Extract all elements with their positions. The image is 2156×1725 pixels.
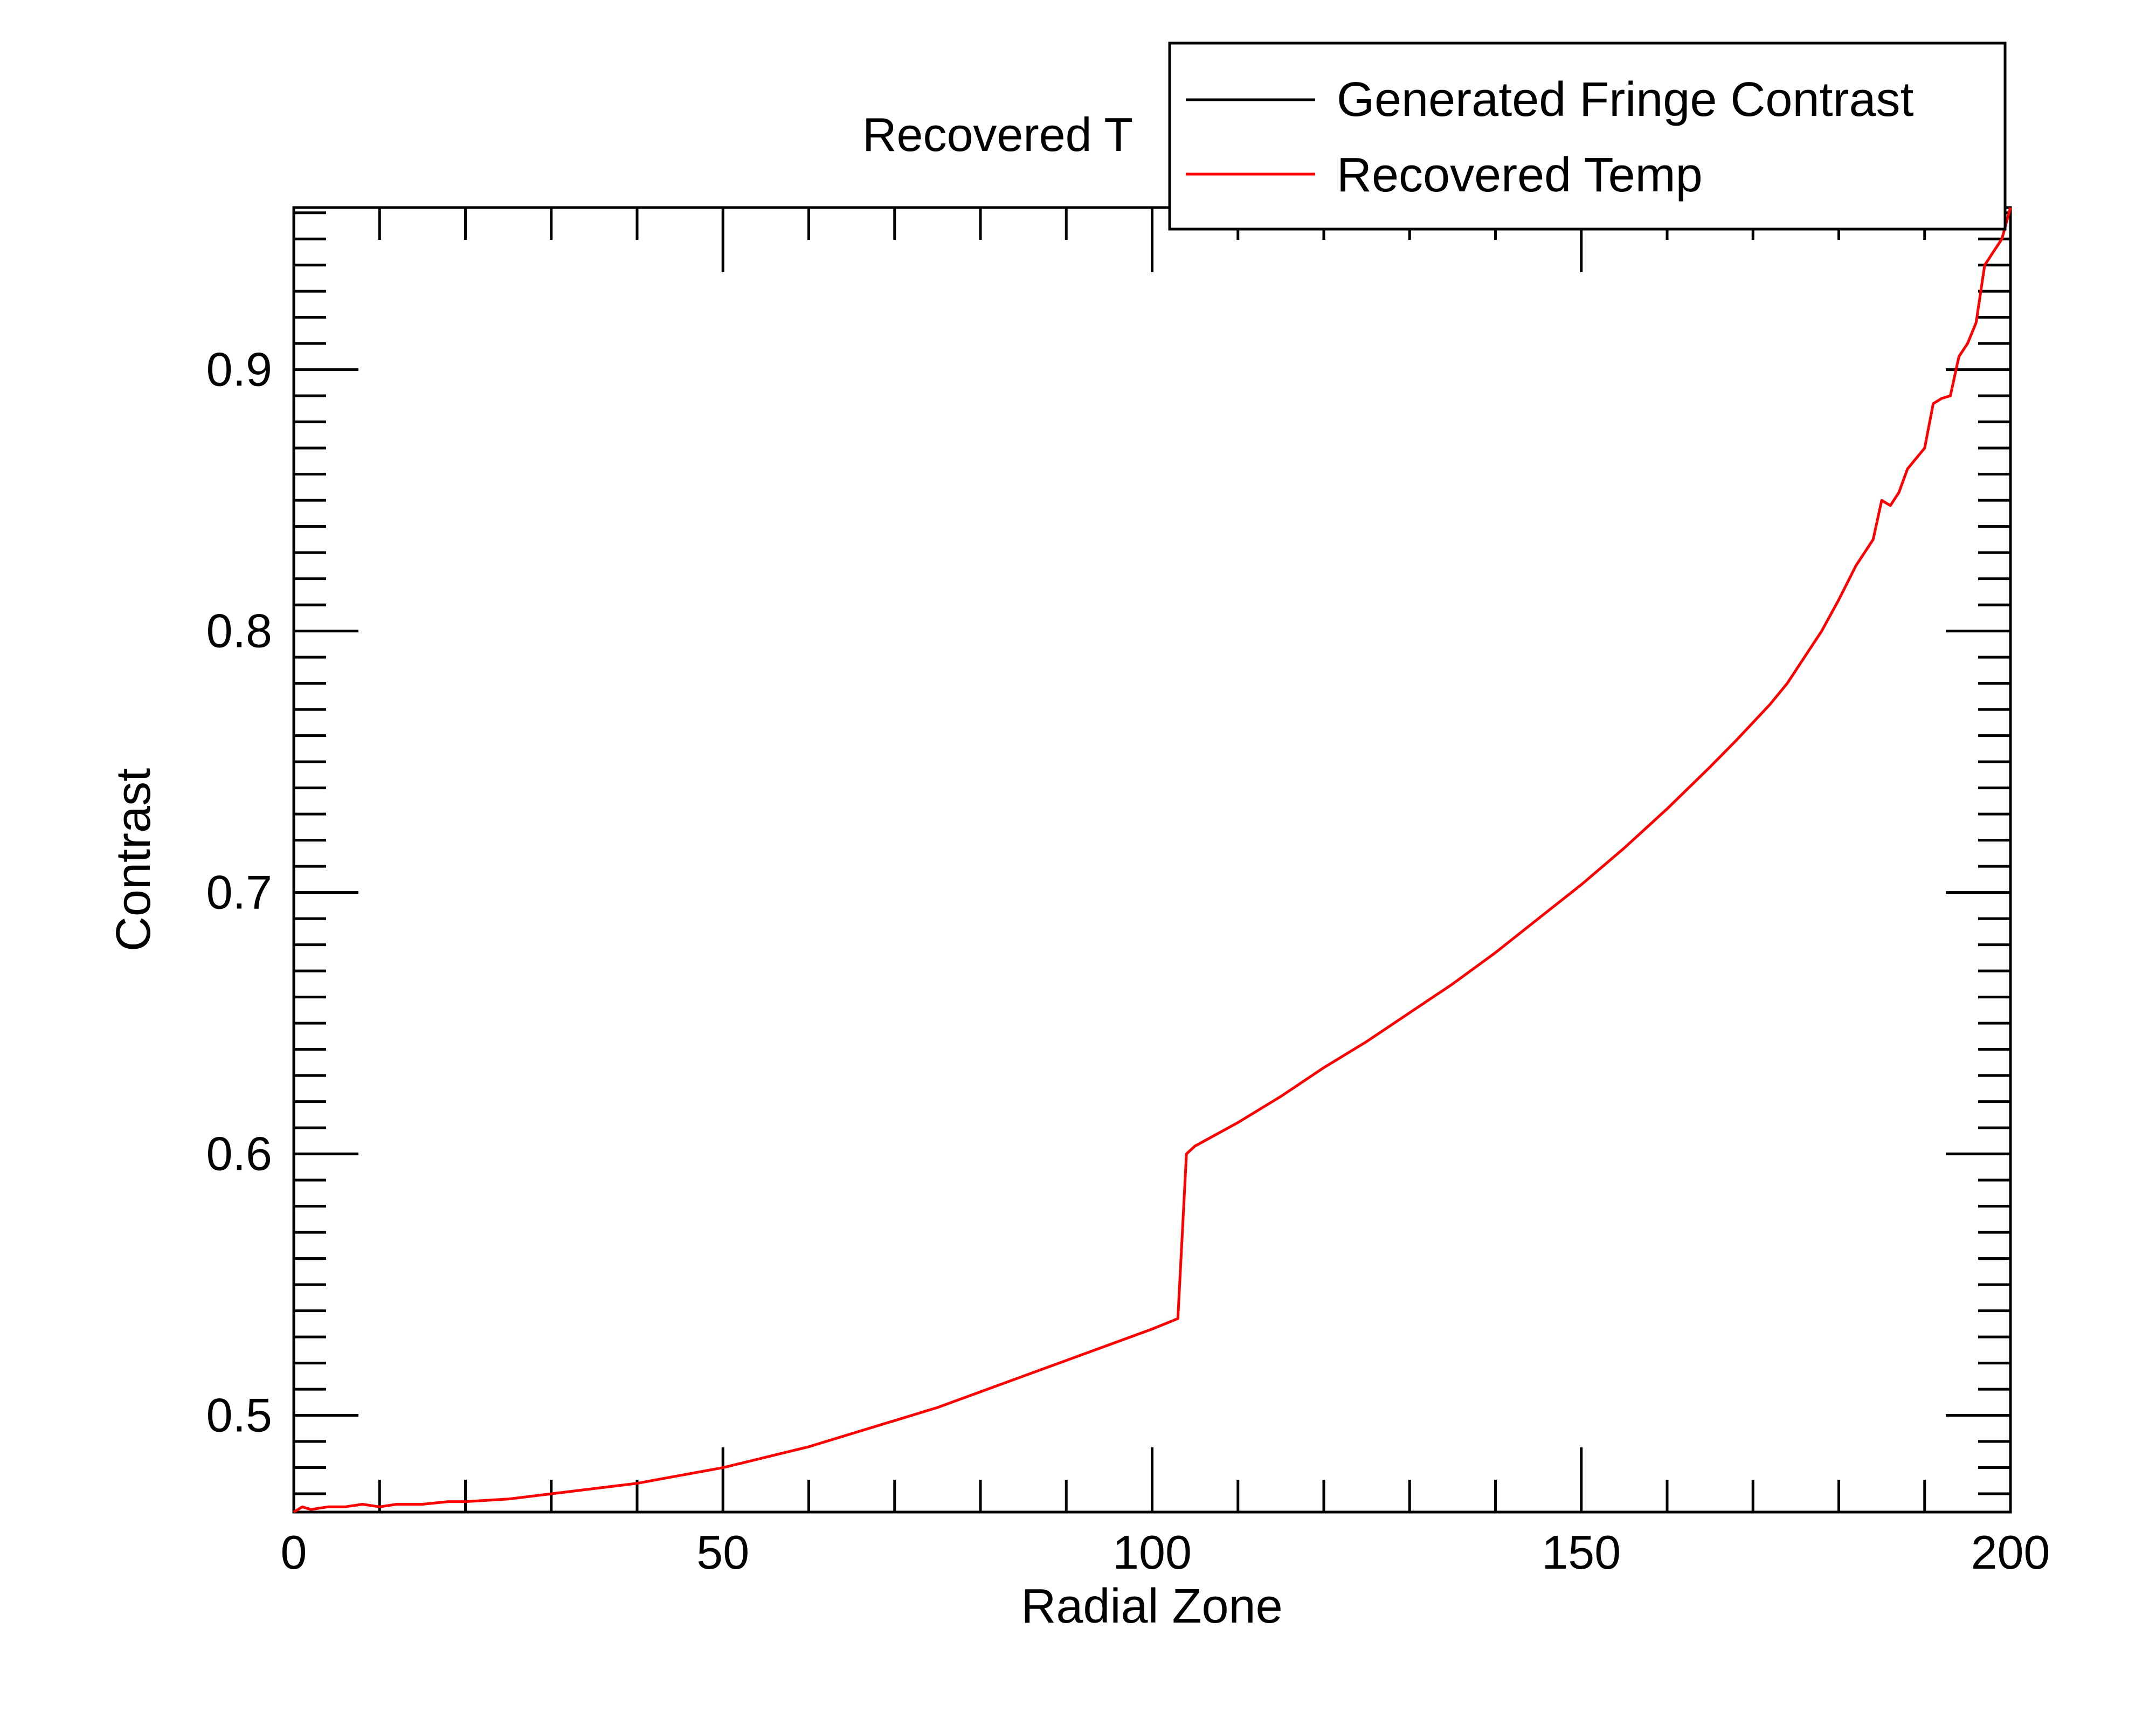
x-tick-label: 150 bbox=[1542, 1526, 1621, 1579]
x-tick-label: 0 bbox=[281, 1526, 307, 1579]
legend-label-recovered-temp: Recovered Temp bbox=[1337, 148, 1703, 202]
legend-label-generated-fringe-contrast: Generated Fringe Contrast bbox=[1337, 73, 1914, 127]
y-tick-label: 0.9 bbox=[206, 343, 272, 396]
tick-labels: 0 50 100 150 200 0.5 0.6 0.7 0.8 0.9 bbox=[206, 343, 2050, 1579]
y-tick-label: 0.5 bbox=[206, 1389, 272, 1442]
legend: Generated Fringe Contrast Recovered Temp bbox=[1168, 42, 2007, 231]
y-tick-label: 0.6 bbox=[206, 1127, 272, 1181]
y-axis-label: Contrast bbox=[107, 768, 161, 951]
x-axis-label: Radial Zone bbox=[1021, 1579, 1282, 1633]
tick-marks bbox=[292, 208, 2012, 1512]
x-tick-label: 50 bbox=[696, 1526, 749, 1579]
series-layer bbox=[293, 207, 2012, 1514]
y-tick-label: 0.7 bbox=[206, 866, 272, 919]
x-tick-label: 100 bbox=[1112, 1526, 1192, 1579]
legend-box bbox=[1168, 42, 2007, 231]
x-tick-label: 200 bbox=[1971, 1526, 2050, 1579]
chart-title: Recovered T bbox=[862, 108, 1133, 161]
y-tick-label: 0.8 bbox=[206, 604, 272, 658]
series-line-recovered-temp bbox=[293, 207, 2012, 1514]
plot-frame bbox=[292, 206, 2012, 1514]
